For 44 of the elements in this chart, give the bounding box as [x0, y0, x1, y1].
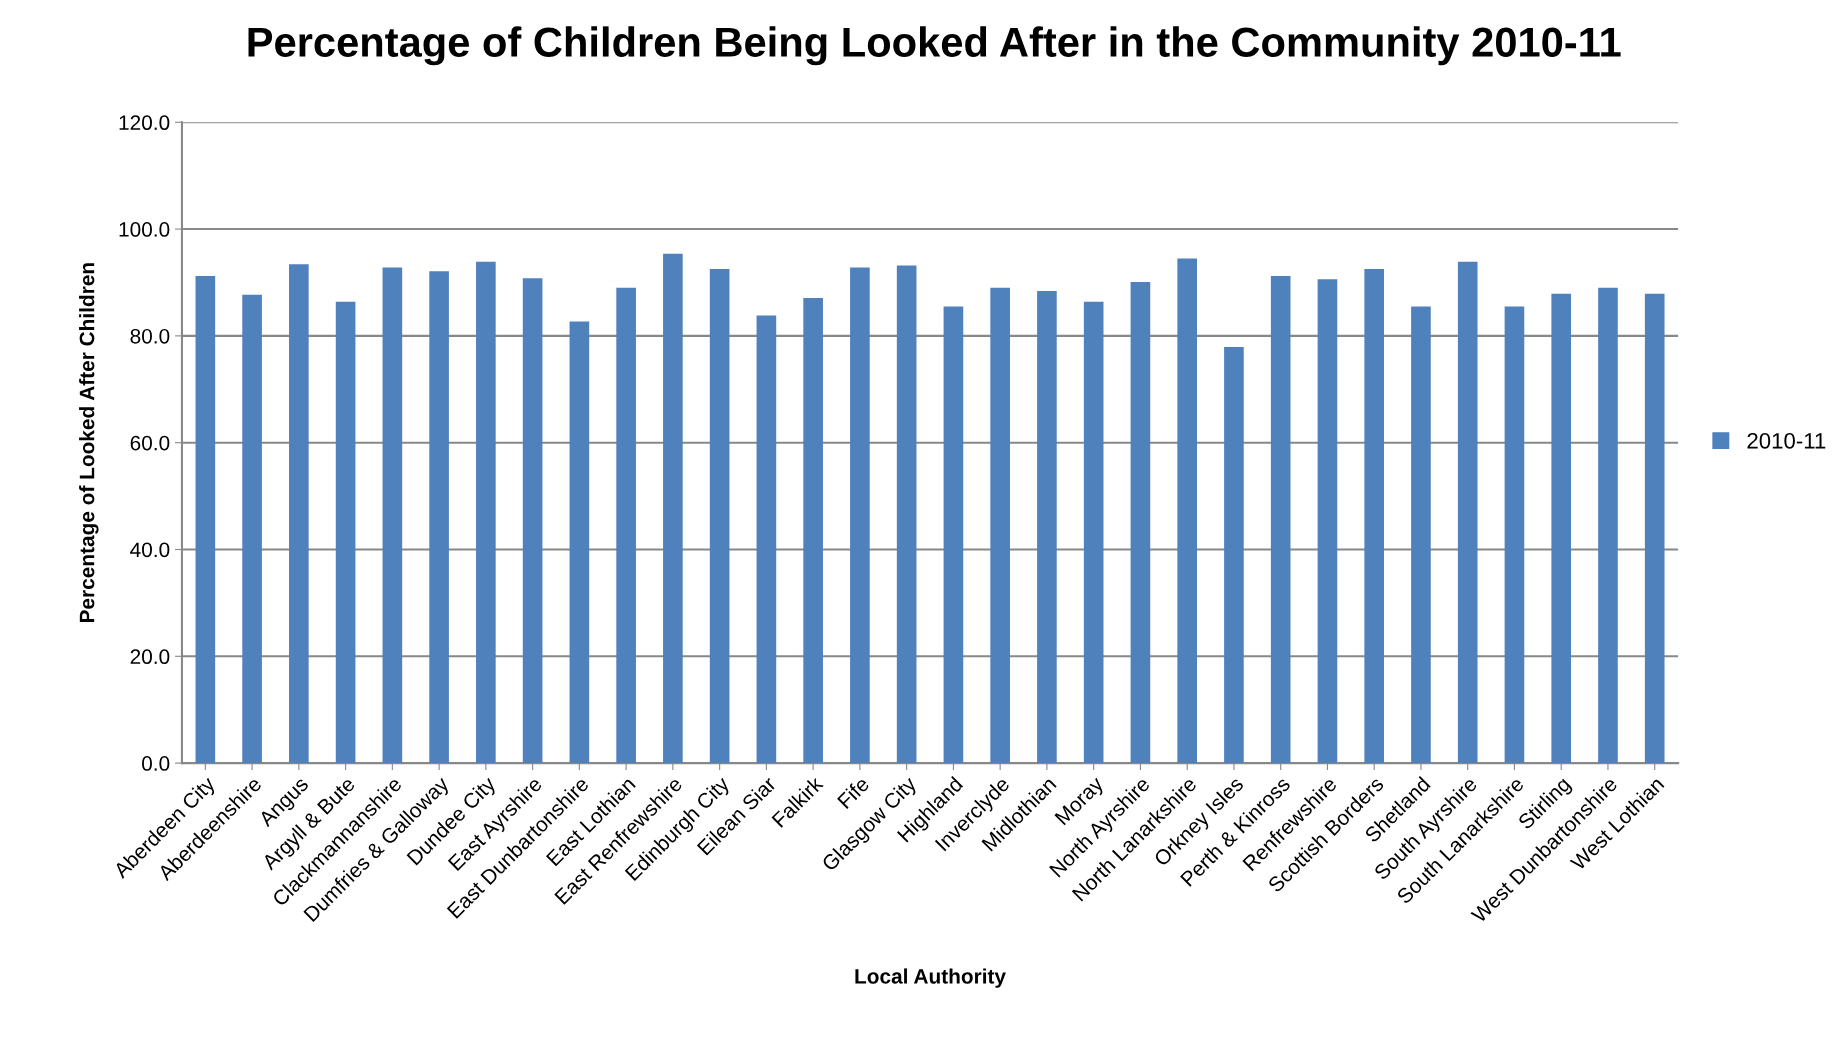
bar [1411, 306, 1431, 764]
bar [569, 321, 590, 764]
bar [335, 301, 356, 764]
y-tick-label: 40.0 [130, 542, 170, 558]
chart-title: Percentage of Children Being Looked After in the Community 2010-11 [248, 26, 1621, 66]
y-tick-label: 120.0 [119, 115, 170, 131]
bar [429, 271, 449, 764]
bar [616, 287, 636, 764]
bar [1364, 269, 1385, 764]
bar [382, 267, 403, 764]
bar [1270, 276, 1291, 764]
bar [1130, 281, 1151, 764]
bar [1083, 301, 1104, 764]
bar [943, 306, 964, 764]
bar [709, 269, 730, 764]
bar [850, 267, 870, 764]
bar [1598, 287, 1618, 764]
y-tick-label: 100.0 [119, 222, 170, 237]
bar [1457, 261, 1478, 764]
bar [1224, 347, 1244, 764]
bar [289, 264, 309, 764]
bar [896, 265, 917, 764]
bar [663, 253, 683, 764]
bar [476, 261, 496, 764]
bar [1504, 306, 1525, 764]
x-axis-title: Local Authority [855, 968, 1006, 988]
bar [803, 297, 823, 764]
bar [1644, 293, 1665, 764]
bar [195, 276, 216, 764]
y-tick-label: 0.0 [142, 756, 170, 771]
y-tick-label: 80.0 [130, 328, 170, 344]
y-axis-title: Percentage of Looked After Children [79, 263, 99, 623]
x-tick-label: Fife [836, 775, 871, 810]
bar [1037, 291, 1057, 764]
bar [756, 315, 777, 764]
bar [990, 287, 1010, 764]
y-tick-label: 20.0 [130, 649, 170, 665]
bar [1551, 293, 1572, 764]
bar [1317, 279, 1338, 764]
bar [1177, 258, 1197, 764]
y-tick-label: 60.0 [130, 435, 170, 451]
legend-label: 2010-11 [1747, 432, 1826, 449]
bar [242, 294, 262, 764]
bar [522, 278, 543, 764]
